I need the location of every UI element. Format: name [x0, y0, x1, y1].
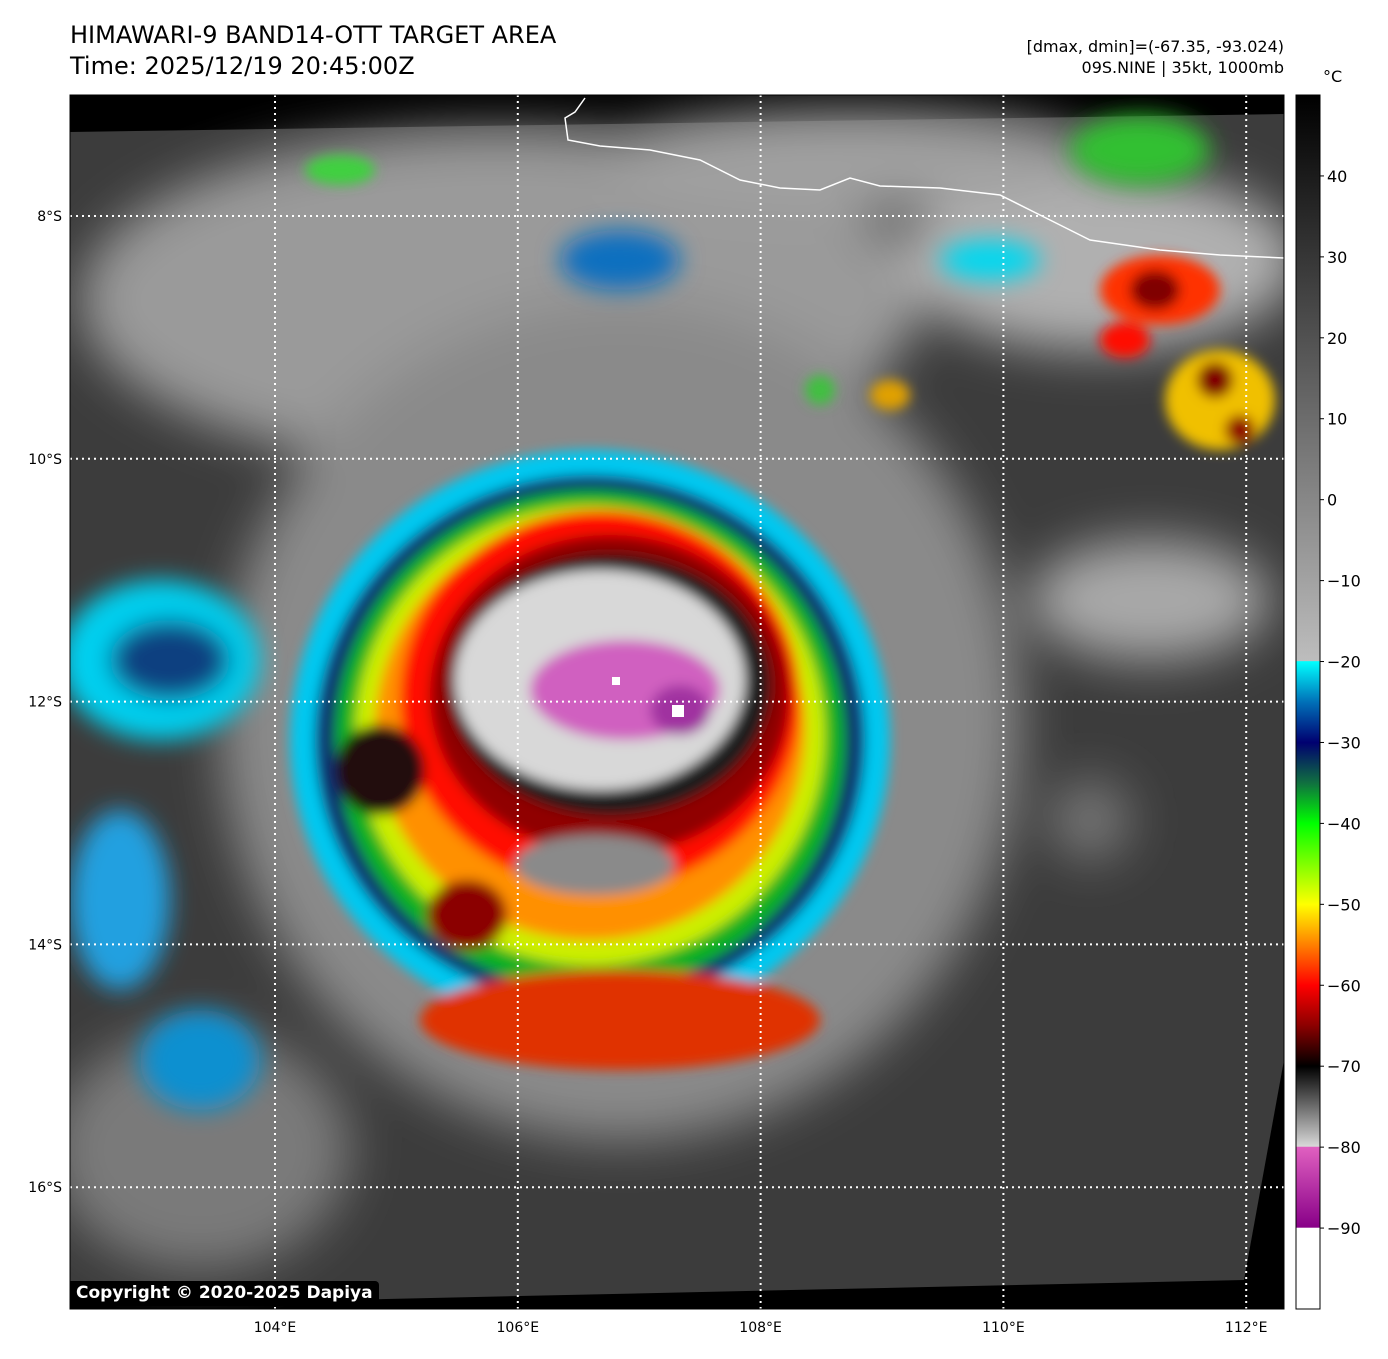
satellite-imagery	[70, 95, 1284, 1309]
chart-title: HIMAWARI-9 BAND14-OTT TARGET AREA	[70, 21, 557, 49]
lon-tick-label: 112°E	[1225, 1320, 1268, 1336]
lon-tick-label: 108°E	[739, 1320, 782, 1336]
graticule	[70, 95, 1284, 1309]
lon-tick-label: 106°E	[497, 1320, 540, 1336]
lat-tick-label: 12°S	[28, 695, 62, 711]
colorbar-tick-label: −60	[1327, 976, 1361, 995]
colorbar-tick-label: −40	[1327, 814, 1361, 833]
colorbar	[1295, 94, 1321, 1310]
lon-tick-label: 110°E	[982, 1320, 1025, 1336]
colorbar-tick-label: 0	[1327, 491, 1337, 510]
storm-info-label: 09S.NINE | 35kt, 1000mb	[1081, 58, 1284, 77]
chart-time: Time: 2025/12/19 20:45:00Z	[70, 52, 415, 80]
dmax-dmin-label: [dmax, dmin]=(-67.35, -93.024)	[1026, 37, 1284, 56]
colorbar-tick-label: 40	[1327, 167, 1347, 186]
colorbar-tick-label: −70	[1327, 1057, 1361, 1076]
colorbar-tick-label: −20	[1327, 653, 1361, 672]
colorbar-tick-label: 30	[1327, 248, 1347, 267]
colorbar-tick-label: 10	[1327, 410, 1347, 429]
colorbar-tick-label: −90	[1327, 1219, 1361, 1238]
lat-tick-label: 10°S	[28, 452, 62, 468]
lat-tick-label: 8°S	[37, 209, 62, 225]
colorbar-tick-label: −50	[1327, 895, 1361, 914]
copyright-label: Copyright © 2020-2025 Dapiya	[70, 1281, 379, 1306]
lat-tick-label: 16°S	[28, 1180, 62, 1196]
lat-tick-label: 14°S	[28, 937, 62, 953]
colorbar-tick-label: 20	[1327, 329, 1347, 348]
lon-tick-label: 104°E	[254, 1320, 297, 1336]
colorbar-tick-label: −30	[1327, 733, 1361, 752]
colorbar-tick-label: −10	[1327, 572, 1361, 591]
colorbar-tick-label: −80	[1327, 1138, 1361, 1157]
colorbar-unit: °C	[1323, 67, 1343, 86]
